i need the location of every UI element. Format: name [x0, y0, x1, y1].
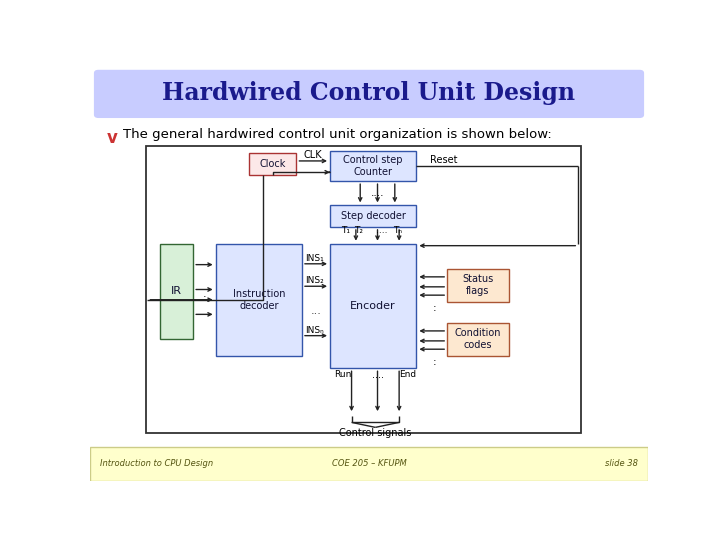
Text: Run: Run	[334, 370, 351, 379]
Text: T₂: T₂	[354, 226, 363, 235]
Bar	[447, 268, 508, 302]
Text: IR: IR	[171, 286, 182, 296]
Text: ....: ....	[377, 226, 388, 235]
Text: ...: ...	[310, 306, 321, 316]
Text: The general hardwired control unit organization is shown below:: The general hardwired control unit organ…	[124, 128, 552, 141]
Text: Reset: Reset	[431, 155, 458, 165]
Text: Control signals: Control signals	[339, 428, 412, 438]
Text: Status
flags: Status flags	[462, 274, 493, 296]
Text: T₁: T₁	[341, 226, 351, 235]
Text: CLK: CLK	[304, 150, 323, 160]
Bar	[160, 244, 193, 339]
Bar	[215, 244, 302, 356]
Text: Condition
codes: Condition codes	[454, 328, 501, 350]
Text: ....: ....	[372, 369, 384, 380]
Text: Control step
Counter: Control step Counter	[343, 155, 403, 178]
Bar	[145, 146, 581, 433]
Bar	[330, 244, 416, 368]
Bar	[447, 322, 508, 356]
Text: :: :	[202, 293, 206, 303]
Text: Encoder: Encoder	[351, 301, 396, 311]
Text: Step decoder: Step decoder	[341, 211, 405, 221]
FancyBboxPatch shape	[94, 70, 644, 118]
Bar	[330, 205, 416, 227]
Text: :: :	[433, 303, 436, 313]
Text: v: v	[107, 129, 117, 147]
Text: ....: ....	[371, 188, 384, 198]
Bar	[330, 151, 416, 181]
Text: :: :	[433, 357, 436, 367]
Text: Tₙ: Tₙ	[393, 226, 402, 235]
Text: INS₁: INS₁	[305, 254, 323, 263]
Text: slide 38: slide 38	[605, 459, 638, 468]
Text: Hardwired Control Unit Design: Hardwired Control Unit Design	[163, 82, 575, 105]
Text: End: End	[399, 370, 416, 379]
Bar	[249, 153, 297, 175]
Text: Clock: Clock	[259, 159, 286, 169]
Text: Instruction
decoder: Instruction decoder	[233, 288, 285, 311]
Text: INS₂: INS₂	[305, 276, 323, 285]
Text: INSₙ: INSₙ	[305, 326, 323, 335]
Text: COE 205 – KFUPM: COE 205 – KFUPM	[332, 459, 406, 468]
Bar	[90, 447, 648, 481]
Text: Introduction to CPU Design: Introduction to CPU Design	[100, 459, 213, 468]
